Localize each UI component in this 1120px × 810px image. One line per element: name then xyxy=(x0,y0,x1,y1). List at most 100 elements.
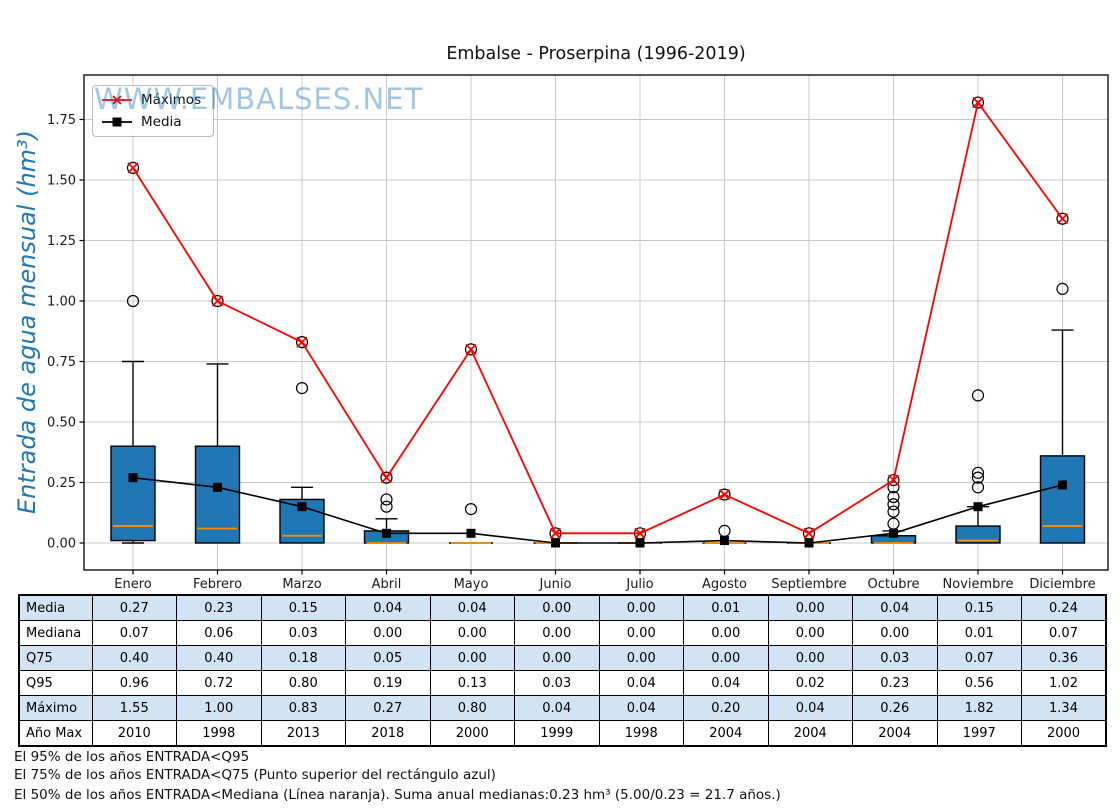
table-cell: 0.00 xyxy=(598,645,684,671)
box-mayo xyxy=(449,343,493,544)
footnote-mediana: El 50% de los años ENTRADA<Mediana (Líne… xyxy=(14,787,781,803)
table-cell: 0.00 xyxy=(514,645,600,671)
table-cell: 0.15 xyxy=(260,594,346,621)
axis-ticks: 0.00 0.25 0.50 0.75 1.00 1.25 1.50 1.75 Enero Feb… xyxy=(47,113,1096,592)
outlier-point xyxy=(718,488,731,501)
media-line xyxy=(128,473,1067,548)
legend-label-media: Media xyxy=(141,114,182,130)
table-cell: 0.07 xyxy=(91,620,177,646)
outlier-point xyxy=(1056,282,1069,295)
x-tick-label: Enero xyxy=(114,577,152,592)
y-tick-label: 1.50 xyxy=(47,174,76,189)
x-tick-label: Marzo xyxy=(282,577,321,592)
footnote-q95: El 95% de los años ENTRADA<Q95 xyxy=(14,749,250,765)
outlier-point xyxy=(295,336,309,349)
table-cell: 1.55 xyxy=(91,695,177,721)
table-cell: 0.36 xyxy=(1021,645,1107,671)
table-cell: 2004 xyxy=(767,720,853,747)
outlier-point xyxy=(887,498,900,511)
outlier-point xyxy=(887,481,900,494)
table-cell: 0.00 xyxy=(683,620,769,646)
x-tick-label: Julio xyxy=(625,577,653,592)
table-cell: 0.00 xyxy=(767,620,853,646)
media-marker xyxy=(551,538,560,548)
table-cell: 0.00 xyxy=(852,620,938,646)
table-cell: 0.56 xyxy=(936,670,1022,696)
table-cell: 0.01 xyxy=(683,594,769,621)
x-tick-label: Octubre xyxy=(867,577,919,592)
row-label: Mediana xyxy=(18,620,93,646)
table-cell: 0.04 xyxy=(514,695,600,721)
table-cell: 0.19 xyxy=(345,670,431,696)
table-cell: 0.00 xyxy=(345,620,431,646)
table-cell: 0.26 xyxy=(852,695,938,721)
table-cell: 1997 xyxy=(936,720,1022,747)
x-tick-label: Febrero xyxy=(193,577,242,592)
box-febrero xyxy=(194,294,241,544)
table-cell: 0.15 xyxy=(936,594,1022,621)
media-marker xyxy=(635,538,645,548)
table-cell: 1.00 xyxy=(176,695,262,721)
media-marker xyxy=(720,536,729,546)
table-cell: 0.04 xyxy=(345,594,431,621)
x-tick-label: Junio xyxy=(539,577,572,592)
table-cell: 0.02 xyxy=(767,670,853,696)
y-tick-label: 1.75 xyxy=(47,113,76,128)
outlier-point xyxy=(971,481,985,494)
table-row: Media 0.27 0.23 0.15 0.04 0.04 0.00 0.00 0.01 0.0… xyxy=(18,594,1107,621)
table-cell: 0.04 xyxy=(598,670,684,696)
media-marker xyxy=(297,502,307,512)
y-tick-label: 1.25 xyxy=(47,234,76,249)
table-cell: 0.80 xyxy=(260,670,346,696)
table-cell: 0.04 xyxy=(852,594,938,621)
outlier-point xyxy=(295,382,309,395)
outlier-point xyxy=(971,466,985,479)
y-tick-label: 0.50 xyxy=(47,416,76,431)
media-marker xyxy=(1058,480,1067,490)
table-row: Máximo 1.55 1.00 0.83 0.27 0.80 0.04 0.04 0.20 0.… xyxy=(18,695,1107,721)
table-cell: 0.07 xyxy=(1021,620,1107,646)
table-cell: 0.96 xyxy=(91,670,177,696)
media-marker xyxy=(213,482,222,492)
table-row: Mediana 0.07 0.06 0.03 0.00 0.00 0.00 0.00 0.00 0… xyxy=(18,620,1107,646)
stats-table: Media 0.27 0.23 0.15 0.04 0.04 0.00 0.00 0.01 0.0… xyxy=(18,594,1107,747)
table-cell: 1998 xyxy=(598,720,684,747)
table-cell: 0.00 xyxy=(429,620,515,646)
table-cell: 0.40 xyxy=(91,645,177,671)
media-marker xyxy=(128,473,138,483)
table-cell: 2018 xyxy=(345,720,431,747)
table-cell: 0.05 xyxy=(345,645,431,671)
legend-item-media: Media xyxy=(101,114,201,130)
table-cell: 0.04 xyxy=(429,594,515,621)
table-row: Año Max 2010 1998 2013 2018 2000 1999 1998 2004 2… xyxy=(18,720,1107,747)
outlier-point xyxy=(380,493,393,506)
table-cell: 0.00 xyxy=(767,645,853,671)
table-cell: 1998 xyxy=(176,720,262,747)
media-swatch-icon xyxy=(102,117,132,127)
row-label: Año Max xyxy=(18,720,93,747)
outlier-point xyxy=(126,161,140,174)
boxplot-chart: 0.00 0.25 0.50 0.75 1.00 1.25 1.50 1.75 Enero Feb… xyxy=(47,74,1109,592)
outlier-point xyxy=(464,343,478,356)
table-cell: 2004 xyxy=(852,720,938,747)
table-cell: 0.72 xyxy=(176,670,262,696)
table-cell: 0.00 xyxy=(683,645,769,671)
table-cell: 2000 xyxy=(1021,720,1107,747)
y-tick-label: 0.00 xyxy=(47,537,76,552)
table-cell: 0.06 xyxy=(176,620,262,646)
table-cell: 0.23 xyxy=(852,670,938,696)
y-tick-label: 0.75 xyxy=(47,355,76,370)
table-cell: 0.03 xyxy=(260,620,346,646)
maximos-swatch-icon xyxy=(102,95,132,105)
outlier-point xyxy=(971,389,985,402)
chart-title: Embalse - Proserpina (1996-2019) xyxy=(446,44,746,64)
row-label: Q75 xyxy=(18,645,93,671)
table-cell: 2013 xyxy=(260,720,346,747)
y-tick-label: 1.00 xyxy=(47,295,76,310)
media-marker xyxy=(466,528,476,538)
legend-item-maximos: Máximos xyxy=(101,92,201,108)
y-tick-label: 0.25 xyxy=(47,476,76,491)
x-tick-label: Agosto xyxy=(702,577,747,592)
maximos-line xyxy=(127,96,1069,539)
